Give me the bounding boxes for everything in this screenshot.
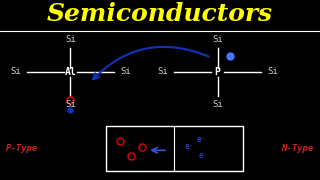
Text: P-Type: P-Type xyxy=(6,144,39,153)
Text: P: P xyxy=(215,67,220,77)
Bar xyxy=(106,126,243,171)
Text: Al: Al xyxy=(65,67,76,77)
Text: Si: Si xyxy=(212,35,223,44)
Text: Si: Si xyxy=(120,68,131,76)
Text: N-Type: N-Type xyxy=(281,144,314,153)
Text: Si: Si xyxy=(267,68,278,76)
Text: e⁻: e⁻ xyxy=(184,142,193,151)
Text: Si: Si xyxy=(10,68,21,76)
Text: Semiconductors: Semiconductors xyxy=(47,2,273,26)
Text: Si: Si xyxy=(157,68,168,76)
Text: e⁻: e⁻ xyxy=(199,151,208,160)
Text: Si: Si xyxy=(65,100,76,109)
Text: Si: Si xyxy=(65,35,76,44)
Text: Si: Si xyxy=(212,100,223,109)
Text: e⁻: e⁻ xyxy=(197,135,206,144)
